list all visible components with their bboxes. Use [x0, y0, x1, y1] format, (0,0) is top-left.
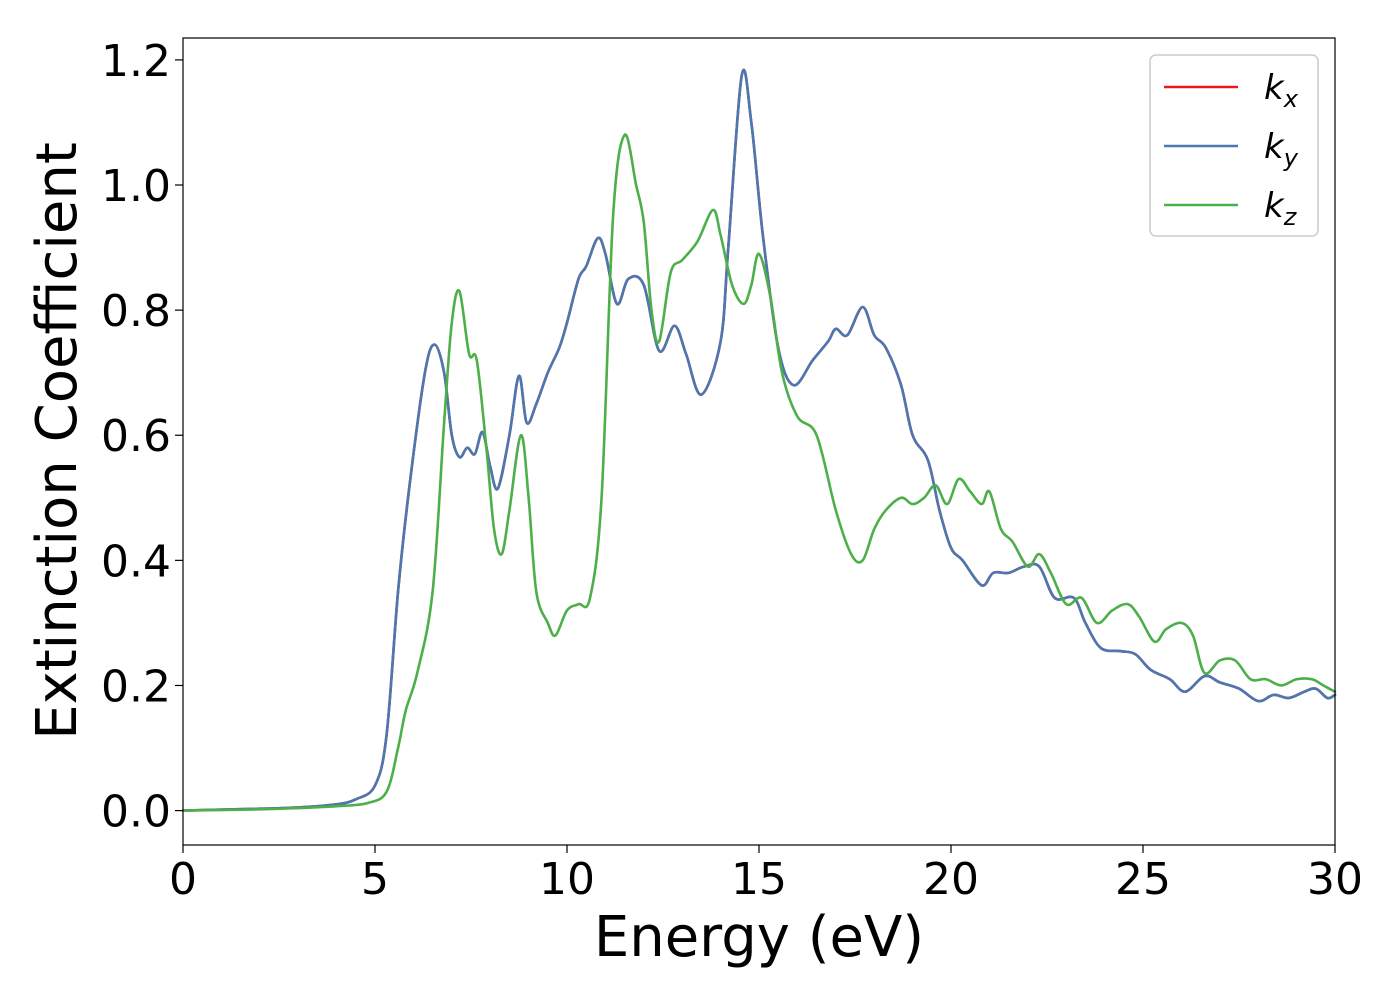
legend-label-subscript: z [1283, 203, 1298, 231]
x-axis: 0 5 10 15 20 25 30 [169, 845, 1363, 905]
legend-label-base: k [1264, 127, 1285, 167]
x-tick-label: 20 [923, 854, 979, 905]
series-layer [181, 68, 1337, 812]
legend-label-base: k [1264, 68, 1285, 108]
legend-label-subscript: x [1283, 85, 1299, 113]
y-tick-label: 0.6 [101, 411, 171, 462]
series-line-y [181, 68, 1337, 812]
x-tick-label: 0 [169, 854, 197, 905]
x-tick-label: 10 [539, 854, 595, 905]
x-tick-label: 15 [731, 854, 787, 905]
y-tick-label: 0.4 [101, 536, 171, 587]
series-line-z [181, 133, 1337, 812]
x-axis-title: Energy (eV) [594, 905, 924, 970]
y-tick-label: 0.0 [101, 787, 171, 838]
x-tick-label: 30 [1307, 854, 1363, 905]
y-tick-label: 0.2 [101, 661, 171, 712]
legend-label-subscript: y [1283, 144, 1299, 172]
legend-label-base: k [1264, 186, 1285, 226]
y-tick-label: 1.2 [101, 36, 171, 87]
y-axis-title: Extinction Coefficient [25, 142, 90, 740]
y-axis: 0.0 0.2 0.4 0.6 0.8 1.0 1.2 [101, 36, 183, 838]
legend-label-z: kz [1264, 186, 1298, 231]
legend-label-x: kx [1264, 68, 1299, 113]
y-tick-label: 1.0 [101, 161, 171, 212]
y-tick-label: 0.8 [101, 286, 171, 337]
legend-label-y: ky [1264, 127, 1299, 172]
x-tick-label: 5 [361, 854, 389, 905]
x-tick-label: 25 [1115, 854, 1171, 905]
